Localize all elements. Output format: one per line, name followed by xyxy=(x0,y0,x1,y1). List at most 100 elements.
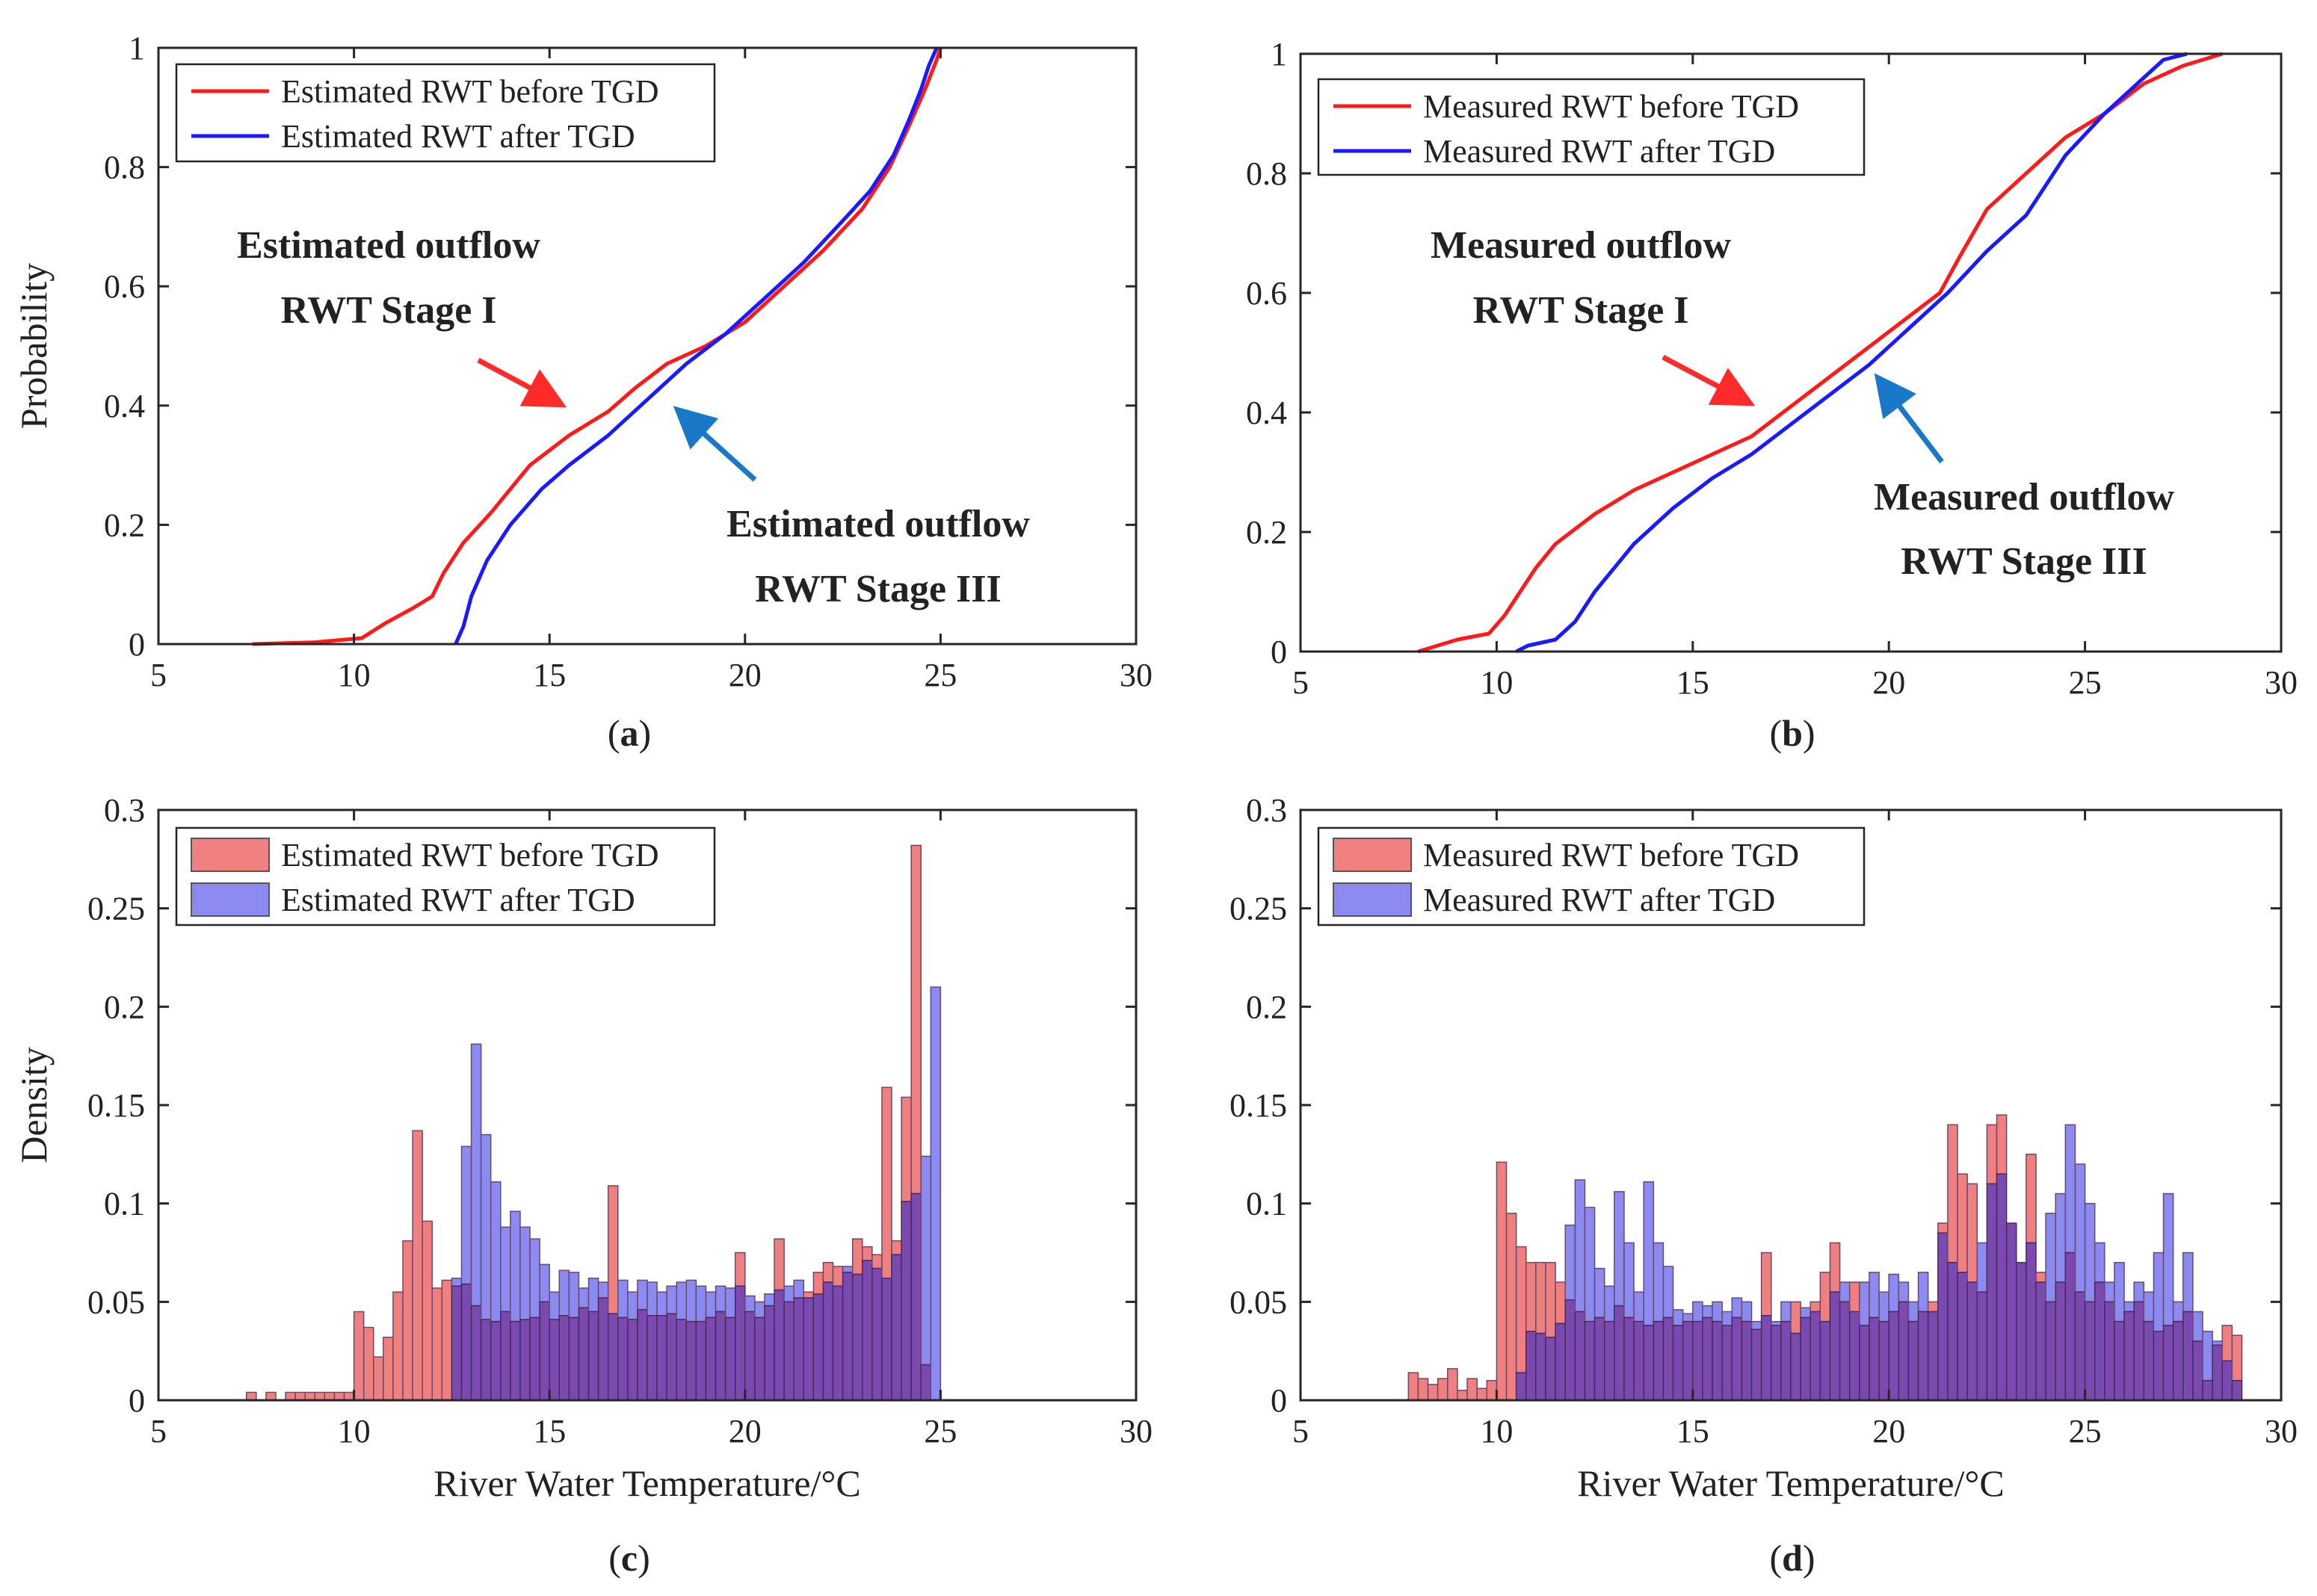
bar-overlap xyxy=(871,1267,883,1401)
bar-before-tgd xyxy=(1496,1161,1508,1401)
legend-c: Estimated RWT before TGD Estimated RWT af… xyxy=(175,826,716,927)
legend-b: Measured RWT before TGD Measured RWT afte… xyxy=(1317,78,1866,176)
x-tick-label: 10 xyxy=(1480,1413,1513,1450)
arrow-a-stage1 xyxy=(477,357,567,408)
bar-overlap xyxy=(460,1283,472,1401)
bar-before-tgd xyxy=(2026,1154,2037,1244)
bar-overlap xyxy=(539,1301,550,1401)
x-tick-label: 10 xyxy=(1480,664,1513,701)
bar-overlap xyxy=(695,1320,707,1401)
bar-overlap xyxy=(1525,1331,1537,1401)
bar-after-tgd xyxy=(1672,1309,1684,1326)
legend-label-before-tgd: Measured RWT before TGD xyxy=(1423,837,1799,873)
bar-overlap xyxy=(1593,1317,1605,1401)
bar-after-tgd xyxy=(2084,1202,2096,1303)
x-tick-label: 5 xyxy=(1292,1413,1309,1450)
bar-before-tgd xyxy=(734,1252,746,1287)
y-tick-label: 0 xyxy=(129,1382,145,1419)
bar-overlap xyxy=(2182,1311,2194,1401)
bar-before-tgd xyxy=(1457,1390,1468,1401)
y-tick-label: 0.05 xyxy=(87,1284,145,1320)
legend-swatch-before-tgd xyxy=(191,838,270,872)
bar-before-tgd xyxy=(607,1185,619,1314)
bar-overlap xyxy=(891,1254,902,1401)
bar-overlap xyxy=(676,1319,688,1401)
x-tick-label: 15 xyxy=(533,657,566,693)
bar-after-tgd xyxy=(1741,1301,1753,1323)
legend-d: Measured RWT before TGD Measured RWT afte… xyxy=(1317,826,1866,927)
bar-before-tgd xyxy=(1966,1183,1978,1283)
bar-overlap xyxy=(647,1315,658,1401)
bar-overlap xyxy=(1957,1272,1968,1401)
bar-after-tgd xyxy=(2182,1252,2194,1313)
bar-overlap xyxy=(685,1320,697,1401)
bar-overlap xyxy=(2123,1311,2135,1401)
annotation-a-stage3-line1: Estimated outflow xyxy=(726,503,1030,545)
bar-overlap xyxy=(910,1193,922,1401)
bar-before-tgd xyxy=(1417,1378,1429,1401)
caption-a: (a) xyxy=(608,712,651,754)
bar-after-tgd xyxy=(647,1281,658,1317)
bar-overlap xyxy=(1555,1323,1566,1401)
bar-after-tgd xyxy=(1702,1305,1713,1319)
y-tick-label: 0.1 xyxy=(1246,1186,1287,1222)
bar-after-tgd xyxy=(783,1285,795,1303)
bar-overlap xyxy=(510,1320,521,1401)
bar-overlap xyxy=(1603,1320,1615,1401)
bar-overlap xyxy=(1966,1281,1978,1401)
caption-c: (c) xyxy=(608,1537,650,1579)
annotation-b-stage1-line1: Measured outflow xyxy=(1431,224,1731,267)
bar-after-tgd xyxy=(568,1272,580,1319)
bar-overlap xyxy=(842,1272,854,1401)
bar-overlap xyxy=(1535,1332,1546,1401)
bar-before-tgd xyxy=(2221,1325,2233,1362)
bar-before-tgd xyxy=(422,1220,433,1401)
bar-after-tgd xyxy=(920,1155,932,1366)
annotation-a-stage3-line2: RWT Stage III xyxy=(755,568,1002,610)
arrow-b-stage3 xyxy=(1874,373,1944,464)
bar-after-tgd xyxy=(793,1279,805,1299)
bar-before-tgd xyxy=(901,1096,912,1202)
annotation-b-stage1: Measured outflow RWT Stage I xyxy=(1431,224,1756,406)
y-tick-label: 0 xyxy=(1271,1382,1287,1419)
bar-overlap xyxy=(2212,1344,2224,1401)
bar-after-tgd xyxy=(490,1181,502,1323)
bar-overlap xyxy=(1653,1320,1665,1401)
bar-after-tgd xyxy=(2192,1311,2203,1342)
bar-overlap xyxy=(1986,1183,1998,1401)
x-tick-label: 15 xyxy=(1676,1413,1709,1450)
panel-d-histogram-measured: 5 10 15 20 25 30 0 0.05 0.1 0.15 0.2 0.25 0.3 River W… xyxy=(1230,792,2298,1504)
x-tick-label: 20 xyxy=(729,657,762,693)
bar-after-tgd xyxy=(1750,1320,1762,1330)
legend-swatch-before-tgd xyxy=(1333,838,1412,872)
x-tick-label: 10 xyxy=(338,1413,371,1450)
bar-overlap xyxy=(1859,1325,1870,1401)
bar-after-tgd xyxy=(529,1238,540,1319)
bar-overlap xyxy=(2162,1325,2174,1401)
bar-overlap xyxy=(2016,1261,2027,1401)
bar-after-tgd xyxy=(705,1291,717,1319)
panel-b-cdf-measured: 5 10 15 20 25 30 0 0.2 0.4 0.6 0.8 1 Measured RWT be… xyxy=(1246,36,2298,701)
bar-overlap xyxy=(2094,1281,2105,1401)
bar-overlap xyxy=(480,1319,492,1401)
bar-before-tgd xyxy=(245,1391,257,1401)
bar-before-tgd xyxy=(910,844,922,1195)
bar-overlap xyxy=(724,1317,736,1401)
bar-before-tgd xyxy=(822,1261,834,1283)
annotation-a-stage1-line2: RWT Stage I xyxy=(280,289,496,332)
x-tick-label: 30 xyxy=(1120,1413,1153,1450)
bar-before-tgd xyxy=(1555,1281,1566,1325)
bar-after-tgd xyxy=(2114,1261,2125,1323)
bar-overlap xyxy=(1780,1320,1792,1401)
bar-after-tgd xyxy=(1653,1242,1665,1323)
x-tick-label: 25 xyxy=(2069,1413,2102,1450)
bar-overlap xyxy=(1819,1320,1831,1401)
bar-after-tgd xyxy=(2143,1291,2155,1323)
bar-before-tgd xyxy=(1447,1368,1458,1401)
y-tick-label: 0.4 xyxy=(1246,395,1287,431)
bar-after-tgd xyxy=(627,1291,638,1320)
bar-after-tgd xyxy=(2212,1340,2224,1346)
bar-after-tgd xyxy=(842,1266,854,1273)
bar-after-tgd xyxy=(539,1264,550,1303)
bar-before-tgd xyxy=(353,1311,365,1401)
